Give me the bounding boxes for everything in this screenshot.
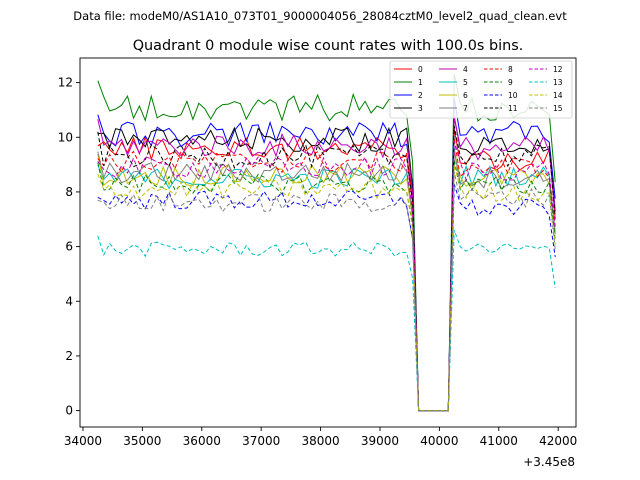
x-tick-label: 34000 <box>64 434 102 448</box>
series-line-0 <box>97 128 556 412</box>
series-line-13 <box>97 229 556 412</box>
y-tick-label: 10 <box>58 130 73 144</box>
series-line-10 <box>97 183 556 412</box>
legend-label-2: 2 <box>418 91 423 100</box>
y-tick-label: 8 <box>65 185 73 199</box>
x-tick-label: 35000 <box>123 434 161 448</box>
legend-label-14: 14 <box>553 91 563 100</box>
legend-label-6: 6 <box>463 91 468 100</box>
legend-label-5: 5 <box>463 78 468 87</box>
x-tick-label: 39000 <box>361 434 399 448</box>
series-line-5 <box>97 147 556 412</box>
figure-suptitle: Data file: modeM0/AS1A10_073T01_90000040… <box>73 9 567 23</box>
legend-label-9: 9 <box>508 78 513 87</box>
series-line-9 <box>97 159 556 412</box>
legend-label-4: 4 <box>463 65 468 74</box>
series-line-2 <box>97 98 556 412</box>
x-tick-label: 41000 <box>480 434 518 448</box>
legend-label-15: 15 <box>553 104 563 113</box>
legend-label-10: 10 <box>508 91 518 100</box>
y-tick-label: 6 <box>65 240 73 254</box>
legend-label-1: 1 <box>418 78 423 87</box>
x-offset-label: +3.45e8 <box>523 455 575 469</box>
y-tick-label: 4 <box>65 294 73 308</box>
legend-label-7: 7 <box>463 104 468 113</box>
x-tick-label: 36000 <box>183 434 221 448</box>
legend-label-11: 11 <box>508 104 518 113</box>
series-line-12 <box>97 141 556 412</box>
legend-label-8: 8 <box>508 65 513 74</box>
x-tick-label: 42000 <box>539 434 577 448</box>
series-layer <box>97 73 556 412</box>
y-tick-label: 2 <box>65 349 73 363</box>
series-line-11 <box>97 125 556 412</box>
x-tick-label: 38000 <box>301 434 339 448</box>
legend-label-0: 0 <box>418 65 423 74</box>
series-line-4 <box>97 116 556 412</box>
legend-box <box>389 60 573 119</box>
series-line-15 <box>97 171 556 412</box>
x-tick-label: 40000 <box>420 434 458 448</box>
legend-label-13: 13 <box>553 78 563 87</box>
legend-label-3: 3 <box>418 104 423 113</box>
axes-layer: 34000 35000 36000 37000 38000 39000 40000 41000… <box>58 57 577 448</box>
x-tick-label: 37000 <box>242 434 280 448</box>
plot-frame <box>79 57 577 428</box>
y-tick-label: 12 <box>58 76 73 90</box>
series-line-8 <box>97 138 556 412</box>
series-line-14 <box>97 165 556 412</box>
y-tick-label: 0 <box>65 404 73 418</box>
series-line-6 <box>97 150 556 412</box>
chart-title: Quadrant 0 module wise count rates with … <box>133 38 524 54</box>
legend-label-12: 12 <box>553 65 563 74</box>
